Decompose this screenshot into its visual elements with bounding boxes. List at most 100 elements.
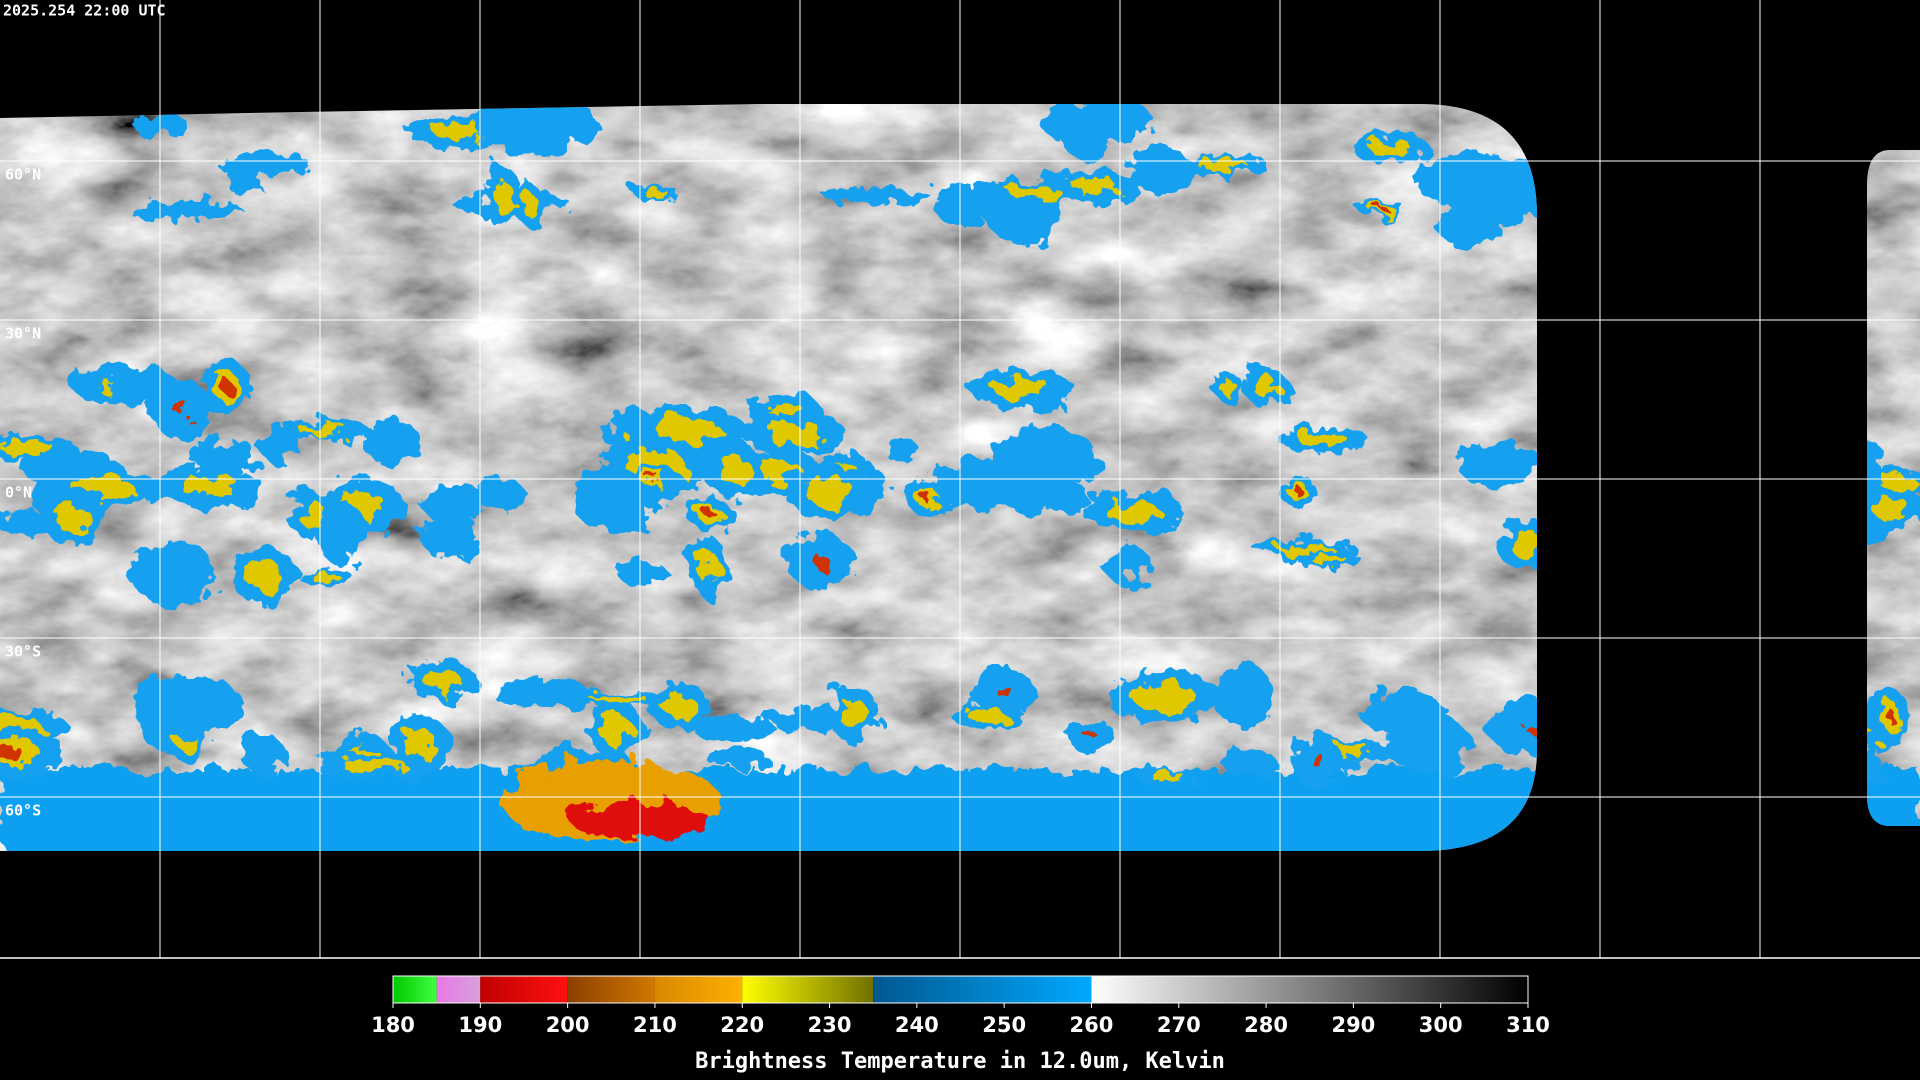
cloud-blob xyxy=(692,715,776,742)
cloud-core xyxy=(1253,376,1279,398)
cloud-blob xyxy=(131,675,244,738)
cloud-blob xyxy=(932,458,1034,509)
colorbar-tick-label: 290 xyxy=(1331,1013,1375,1037)
cloud-core xyxy=(968,709,1009,724)
colorbar-segment xyxy=(742,976,874,1003)
cloud-core xyxy=(520,194,539,216)
cloud-blob xyxy=(1103,541,1148,584)
cloud-core xyxy=(840,698,868,731)
cloud-core xyxy=(600,714,633,747)
cloud-blob xyxy=(0,513,69,533)
cloud-core xyxy=(311,572,342,584)
cloud-core xyxy=(341,758,407,773)
cloud-core xyxy=(180,476,240,498)
cloud-core xyxy=(804,477,855,506)
cloud-core xyxy=(766,421,823,446)
cloud-core xyxy=(244,560,284,591)
colorbar-tick-label: 310 xyxy=(1506,1013,1550,1037)
cloud-blob xyxy=(823,188,931,205)
colorbar-tick-label: 230 xyxy=(808,1013,852,1037)
cloud-blob xyxy=(187,439,258,471)
colorbar-tick-label: 200 xyxy=(546,1013,590,1037)
cloud-core xyxy=(590,694,648,704)
cloud-core xyxy=(1220,380,1238,396)
colorbar: 180 190 200 210 220 230 240 250 260 270 280 290 300 3… xyxy=(371,975,1550,1037)
colorbar-title: Brightness Temperature in 12.0um, Kelvin xyxy=(695,1049,1225,1074)
cloud-core xyxy=(1293,487,1303,496)
cloud-core xyxy=(1878,476,1919,490)
cloud-core xyxy=(71,475,134,499)
cloud-core xyxy=(174,402,191,417)
cloud-core xyxy=(1374,206,1387,211)
latitude-label: 30°N xyxy=(5,325,41,343)
cloud-blob xyxy=(362,419,421,465)
cloud-blob xyxy=(1128,146,1193,193)
cloud-core xyxy=(1150,771,1185,781)
colorbar-segment xyxy=(480,976,568,1003)
cloud-core xyxy=(718,457,753,487)
latitude-label: 0°N xyxy=(5,484,32,502)
cloud-core xyxy=(492,180,513,215)
cloud-blob xyxy=(1437,209,1498,246)
colorbar-segment xyxy=(393,976,437,1003)
cloud-core xyxy=(402,728,437,763)
cloud-blob xyxy=(617,558,666,586)
cloud-blob xyxy=(493,677,591,711)
colorbar-tick-label: 280 xyxy=(1244,1013,1288,1037)
cloud-blob xyxy=(1358,695,1450,732)
colorbar-segment xyxy=(567,976,655,1003)
cloud-core xyxy=(1104,501,1161,523)
cloud-core xyxy=(1884,708,1895,722)
cloud-core xyxy=(654,417,721,443)
cloud-blob xyxy=(419,507,478,561)
colorbar-tick-label: 220 xyxy=(720,1013,764,1037)
colorbar-tick-label: 240 xyxy=(895,1013,939,1037)
cloud-core xyxy=(813,555,831,570)
cloud-blob xyxy=(1222,747,1276,778)
cloud-blob xyxy=(103,367,164,404)
cloud-core xyxy=(423,669,462,692)
cloud-core xyxy=(0,745,23,758)
cloud-core xyxy=(1311,752,1324,768)
cloud-blob xyxy=(615,407,653,437)
cloud-blob xyxy=(239,732,283,773)
cloud-core xyxy=(0,716,41,732)
cloud-core xyxy=(996,685,1012,698)
cloud-core xyxy=(1369,138,1412,157)
cloud-blob xyxy=(131,541,218,607)
latitude-label: 60°S xyxy=(5,802,41,820)
colorbar-tick-label: 190 xyxy=(458,1013,502,1037)
timestamp: 2025.254 22:00 UTC xyxy=(3,2,166,20)
colorbar-segment xyxy=(436,976,481,1003)
cloud-core xyxy=(1008,185,1062,199)
cloud-core xyxy=(1873,498,1912,521)
cloud-core xyxy=(1086,732,1099,741)
cloud-blob xyxy=(885,437,919,464)
cloud-core xyxy=(756,460,803,483)
colorbar-frame xyxy=(392,975,1529,1004)
cloud-core xyxy=(663,693,697,720)
cloud-core xyxy=(56,502,90,534)
cloud-core xyxy=(1197,159,1248,171)
cloud-blob xyxy=(215,154,311,174)
cloud-core xyxy=(704,510,717,519)
colorbar-segment xyxy=(654,976,743,1003)
cloud-blob xyxy=(1458,442,1545,489)
cloud-core xyxy=(298,502,327,529)
cloud-core xyxy=(697,550,719,584)
cloud-core xyxy=(644,189,670,199)
cloud-blob xyxy=(1061,108,1116,161)
cloud-core xyxy=(1276,543,1334,555)
cloud-core xyxy=(645,474,660,480)
cloud-blob xyxy=(936,196,996,227)
colorbar-segment xyxy=(873,976,1092,1003)
cloud-core xyxy=(219,379,232,393)
grid: 60°N 30°N 0°N 30°S 60°S xyxy=(0,0,1920,958)
colorbar-tick-label: 260 xyxy=(1070,1013,1114,1037)
cloud-core xyxy=(1298,431,1348,448)
latitude-label: 60°N xyxy=(5,166,41,184)
cloud-core xyxy=(0,439,54,454)
cloud-core xyxy=(992,377,1051,400)
